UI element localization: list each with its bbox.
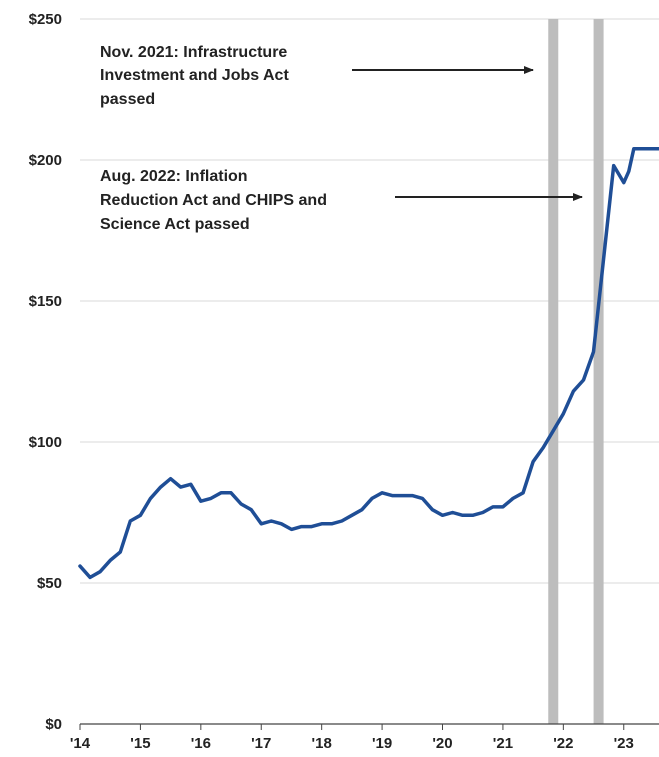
x-tick-label: '21 bbox=[493, 735, 513, 752]
x-tick-label: '19 bbox=[372, 735, 392, 752]
annotation-infrastructure: Nov. 2021: Infrastructure Investment and… bbox=[100, 44, 534, 108]
annotation-1-line-2: Investment and Jobs Act bbox=[100, 67, 289, 84]
event-band bbox=[548, 19, 559, 724]
y-tick-label: $250 bbox=[29, 11, 62, 28]
event-bands bbox=[548, 19, 604, 724]
annotation-1-line-3: passed bbox=[100, 91, 155, 108]
x-tick-label: '20 bbox=[432, 735, 452, 752]
x-tick-label: '14 bbox=[70, 735, 91, 752]
y-tick-label: $50 bbox=[37, 575, 62, 592]
x-tick-label: '17 bbox=[251, 735, 271, 752]
annotation-2-line-2: Reduction Act and CHIPS and bbox=[100, 192, 327, 209]
x-tick-label: '23 bbox=[614, 735, 634, 752]
event-band bbox=[593, 19, 604, 724]
annotation-1-line-1: Nov. 2021: Infrastructure bbox=[100, 44, 287, 61]
x-tick-label: '22 bbox=[553, 735, 573, 752]
y-tick-label: $200 bbox=[29, 152, 62, 169]
x-tick-label: '18 bbox=[312, 735, 332, 752]
x-tick-label: '16 bbox=[191, 735, 211, 752]
x-axis-ticks: '14 '15 '16 '17 '18 '19 '20 '21 '22 '23 bbox=[70, 724, 634, 752]
gridlines bbox=[80, 18, 659, 584]
annotation-2-line-1: Aug. 2022: Inflation bbox=[100, 168, 248, 185]
series-line bbox=[78, 146, 659, 580]
annotation-2-line-3: Science Act passed bbox=[100, 216, 250, 233]
x-tick-label: '15 bbox=[130, 735, 150, 752]
y-axis-ticks: $0 $50 $100 $150 $200 $250 bbox=[29, 11, 62, 733]
y-tick-label: $100 bbox=[29, 434, 62, 451]
series-layer bbox=[78, 146, 659, 580]
annotation-inflation-reduction: Aug. 2022: Inflation Reduction Act and C… bbox=[100, 168, 583, 233]
y-tick-label: $150 bbox=[29, 293, 62, 310]
y-tick-label: $0 bbox=[45, 716, 62, 733]
